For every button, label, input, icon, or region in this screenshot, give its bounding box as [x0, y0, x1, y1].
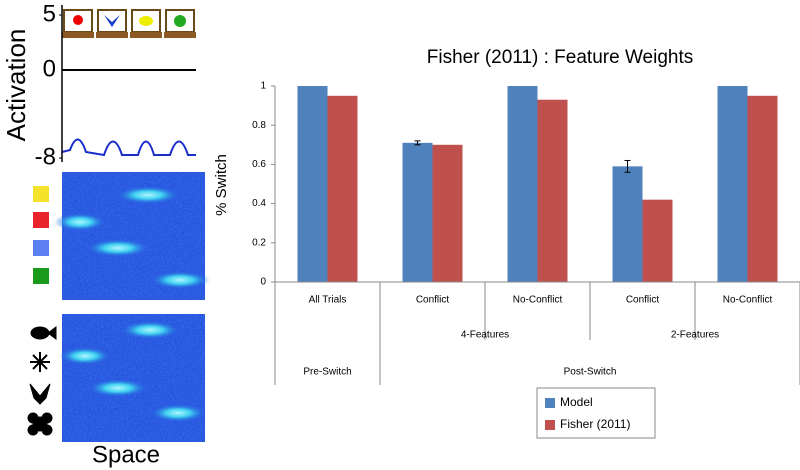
bar: [612, 166, 643, 282]
bar: [642, 199, 673, 282]
screens: [62, 9, 196, 38]
x-tick-label: Conflict: [416, 295, 450, 306]
phase-label: Pre-Switch: [303, 367, 351, 378]
bar: [537, 99, 568, 282]
y-tick-label: 0.4: [252, 198, 266, 209]
shape-keys: [27, 326, 57, 436]
y-axis-label: % Switch: [213, 154, 230, 216]
legend-swatch: [545, 420, 555, 430]
heatmap: [54, 172, 210, 300]
y-tick-label: -8: [35, 143, 56, 170]
x-tick-label: No-Conflict: [723, 295, 773, 306]
activation-curve: [61, 138, 196, 157]
bar: [402, 142, 433, 282]
y-tick-label: 0: [43, 55, 56, 82]
group-label: 2-Features: [671, 330, 719, 341]
x-tick-label: No-Conflict: [513, 295, 563, 306]
y-tick-label: 1: [260, 81, 266, 92]
y-tick-label: 0.2: [252, 237, 266, 248]
legend-box: [536, 387, 656, 439]
color-keys: [33, 186, 49, 284]
legend-label: Model: [560, 395, 593, 409]
bar: [717, 86, 748, 282]
bar: [297, 86, 328, 282]
y-axis-label: Activation: [1, 29, 31, 142]
heatmap: [59, 314, 206, 442]
y-tick-label: 0.6: [252, 159, 266, 170]
phase-label: Post-Switch: [564, 367, 617, 378]
x-tick-label: Conflict: [626, 295, 660, 306]
x-axis-label: Space: [92, 441, 160, 468]
bar: [327, 95, 358, 282]
y-tick-label: 0: [260, 277, 266, 288]
bar: [432, 144, 463, 282]
chart-title: Fisher (2011) : Feature Weights: [427, 47, 693, 68]
legend: [536, 387, 656, 439]
y-tick-label: 0.8: [252, 120, 266, 131]
y-tick-label: 5: [43, 0, 56, 27]
bar: [747, 95, 778, 282]
bar: [507, 86, 538, 282]
legend-swatch: [545, 398, 555, 408]
group-label: 4-Features: [461, 330, 509, 341]
x-tick-label: All Trials: [309, 295, 347, 306]
legend-label: Fisher (2011): [560, 417, 630, 431]
